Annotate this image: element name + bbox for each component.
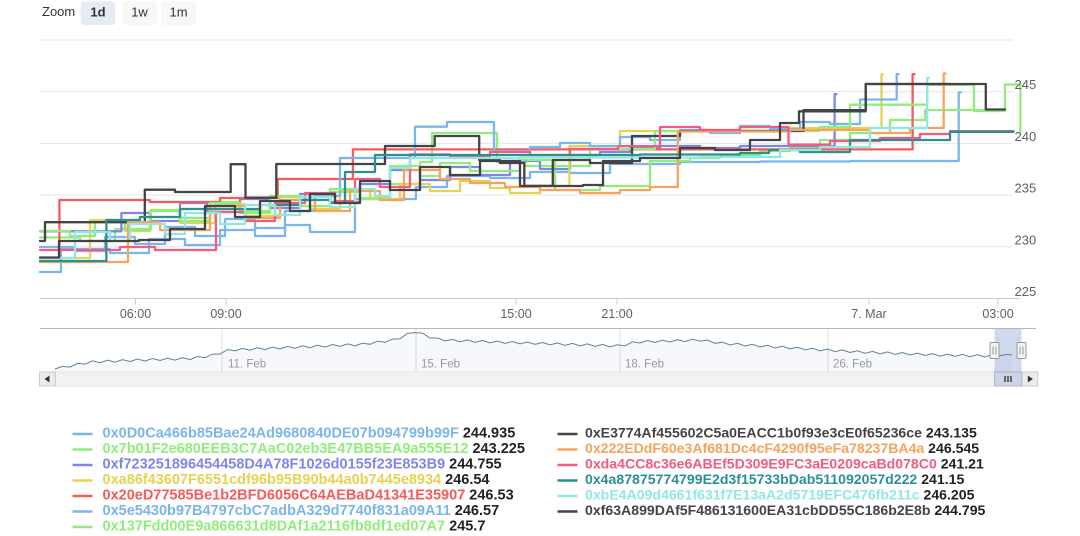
svg-text:235: 235 [1015,181,1037,196]
svg-text:1w: 1w [131,5,148,20]
svg-text:09:00: 09:00 [210,307,241,321]
svg-text:0x222EDdF60e3Af681Dc4cF4290f95: 0x222EDdF60e3Af681Dc4cF4290f95eFa78237BA… [585,440,979,456]
svg-text:0xE3774Af455602C5a0EACC1b0f93e: 0xE3774Af455602C5a0EACC1b0f93e3cE0f65236… [585,425,977,441]
svg-text:0x137Fdd00E9a866631d8DAf1a2116: 0x137Fdd00E9a866631d8DAf1a2116fb8df1ed07… [103,519,486,535]
svg-text:0x7b01F2e680EEB3C7AaC02eb3E47B: 0x7b01F2e680EEB3C7AaC02eb3E47BB5EA9a555E… [103,441,525,457]
svg-text:0xa86f43607F6551cdf96b95B90b44: 0xa86f43607F6551cdf96b95B90b44a0b7445e89… [103,472,490,488]
svg-text:15. Feb: 15. Feb [421,359,460,371]
svg-text:0xf723251896454458D4A78F1026d0: 0xf723251896454458D4A78F1026d0155f23E853… [103,457,502,473]
svg-text:0x5e5430b97B4797cbC7adbA329d77: 0x5e5430b97B4797cbC7adbA329d7740f831a09A… [103,503,500,519]
svg-text:225: 225 [1015,284,1037,299]
svg-text:0x0D0Ca466b85Bae24Ad9680840DE0: 0x0D0Ca466b85Bae24Ad9680840DE07b094799b9… [103,426,516,442]
svg-text:18. Feb: 18. Feb [625,359,664,371]
svg-text:21:00: 21:00 [601,307,632,321]
svg-text:03:00: 03:00 [982,307,1013,321]
svg-text:0xf63A899DAf5F486131600EA31cbD: 0xf63A899DAf5F486131600EA31cbDD55C186b2E… [585,502,986,518]
svg-text:26. Feb: 26. Feb [833,359,872,371]
svg-text:230: 230 [1015,232,1037,247]
svg-text:0xda4CC8c36e6ABEf5D309E9FC3aE0: 0xda4CC8c36e6ABEf5D309E9FC3aE0209caBd078… [585,456,984,472]
svg-text:06:00: 06:00 [120,307,151,321]
svg-text:11. Feb: 11. Feb [228,359,266,371]
svg-text:Zoom: Zoom [42,4,75,19]
svg-text:245: 245 [1015,77,1037,92]
svg-text:1m: 1m [169,5,187,20]
svg-text:15:00: 15:00 [500,307,531,321]
svg-text:7. Mar: 7. Mar [851,307,886,321]
svg-text:240: 240 [1015,129,1037,144]
svg-text:1d: 1d [90,5,105,20]
svg-text:0x4a87875774799E2d3f15733bDab5: 0x4a87875774799E2d3f15733bDab511092057d2… [585,471,964,487]
svg-text:0x20eD77585Be1b2BFD6056C64AEBa: 0x20eD77585Be1b2BFD6056C64AEBaD41341E359… [103,488,514,504]
svg-text:0xbE4A09d4661f631f7E13aA2d5719: 0xbE4A09d4661f631f7E13aA2d5719EFC476fb21… [585,487,975,503]
